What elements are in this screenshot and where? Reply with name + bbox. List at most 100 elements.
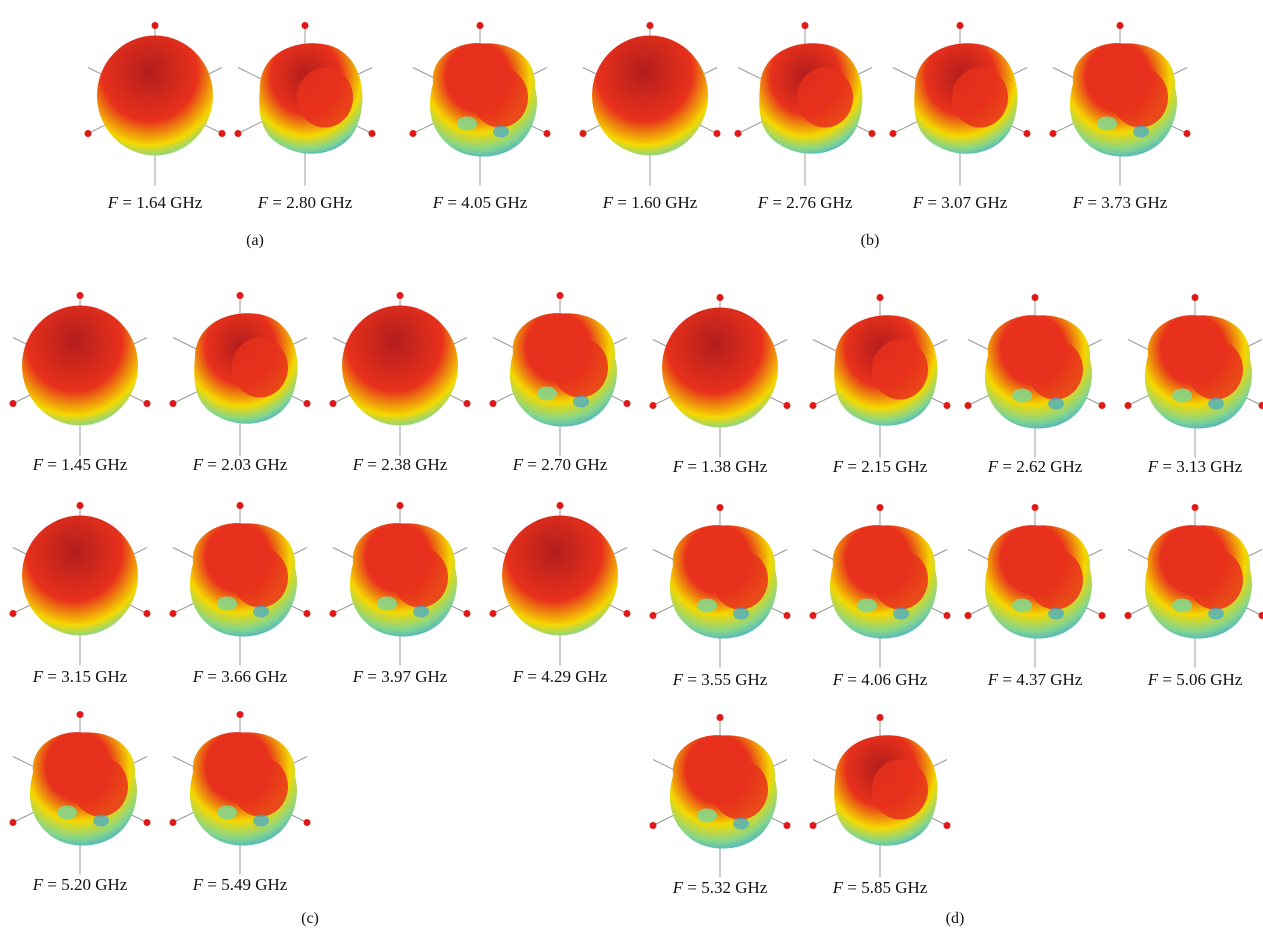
axis-arrow-marker — [1191, 294, 1199, 301]
side-lobe — [1187, 339, 1243, 400]
side-lobe — [1027, 339, 1083, 400]
frequency-caption: F = 4.06 GHz — [832, 670, 928, 689]
frequency-caption: F = 3.97 GHz — [352, 667, 448, 686]
radiation-lobe — [342, 305, 458, 426]
pattern-null — [377, 596, 397, 611]
pattern-cell: F = 5.20 GHz — [5, 697, 155, 917]
axis-arrow-marker — [236, 502, 244, 509]
axis-arrow-marker — [143, 400, 151, 407]
radiation-pattern-3d — [1124, 294, 1263, 458]
axis-arrow-marker — [868, 130, 876, 137]
pattern-cell: F = 2.03 GHz — [165, 278, 315, 498]
pattern-null — [697, 598, 717, 613]
pattern-cell: F = 1.45 GHz — [5, 278, 155, 498]
frequency-caption: F = 2.70 GHz — [512, 455, 608, 474]
radiation-pattern-3d — [964, 504, 1106, 668]
frequency-caption: F = 3.73 GHz — [1072, 193, 1168, 212]
frequency-caption: F = 1.38 GHz — [672, 457, 768, 476]
pattern-null — [1208, 607, 1224, 620]
frequency-caption: F = 3.13 GHz — [1147, 457, 1243, 476]
pattern-cell: F = 5.85 GHz — [805, 700, 955, 920]
radiation-pattern-3d — [489, 292, 631, 456]
pattern-cell: F = 4.05 GHz — [405, 8, 555, 228]
pattern-null — [1048, 607, 1064, 620]
frequency-caption: F = 3.55 GHz — [672, 670, 768, 689]
radiation-pattern-3d — [809, 714, 951, 878]
pattern-null — [253, 605, 269, 618]
axis-arrow-marker — [1049, 130, 1057, 137]
pattern-cell: F = 2.80 GHz — [230, 8, 380, 228]
pattern-null — [217, 596, 237, 611]
radiation-pattern-3d — [579, 22, 721, 186]
side-lobe — [392, 547, 448, 608]
pattern-null — [57, 805, 77, 820]
axis-arrow-marker — [964, 612, 972, 619]
side-lobe — [712, 759, 768, 820]
axis-arrow-marker — [716, 294, 724, 301]
frequency-caption: F = 3.15 GHz — [32, 667, 128, 686]
axis-arrow-marker — [649, 822, 657, 829]
axis-arrow-marker — [956, 22, 964, 29]
axis-arrow-marker — [1031, 504, 1039, 511]
pattern-null — [1172, 388, 1192, 403]
frequency-caption: F = 3.66 GHz — [192, 667, 288, 686]
pattern-null — [253, 814, 269, 827]
axis-arrow-marker — [9, 819, 17, 826]
axis-arrow-marker — [151, 22, 159, 29]
panel-label: (d) — [945, 910, 965, 927]
pattern-null — [93, 814, 109, 827]
frequency-caption: F = 5.06 GHz — [1147, 670, 1243, 689]
pattern-cell: F = 3.97 GHz — [325, 488, 475, 708]
radiation-pattern-3d — [409, 22, 551, 186]
pattern-cell: F = 4.37 GHz — [960, 490, 1110, 710]
axis-arrow-marker — [943, 402, 951, 409]
axis-arrow-marker — [143, 610, 151, 617]
radiation-lobe — [662, 307, 778, 428]
frequency-caption: F = 5.49 GHz — [192, 875, 288, 894]
axis-arrow-marker — [303, 819, 311, 826]
axis-arrow-marker — [396, 292, 404, 299]
axis-arrow-marker — [623, 610, 631, 617]
radiation-lobe — [97, 35, 213, 156]
axis-arrow-marker — [236, 711, 244, 718]
pattern-cell: F = 3.66 GHz — [165, 488, 315, 708]
axis-arrow-marker — [463, 610, 471, 617]
pattern-null — [493, 125, 509, 138]
frequency-caption: F = 1.64 GHz — [107, 193, 203, 212]
frequency-caption: F = 3.07 GHz — [912, 193, 1008, 212]
pattern-null — [413, 605, 429, 618]
radiation-pattern-3d — [169, 711, 311, 875]
frequency-caption: F = 5.32 GHz — [672, 878, 768, 897]
pattern-null — [537, 386, 557, 401]
radiation-pattern-3d — [809, 504, 951, 668]
pattern-cell: F = 5.32 GHz — [645, 700, 795, 920]
axis-arrow-marker — [169, 400, 177, 407]
pattern-cell: F = 2.15 GHz — [805, 280, 955, 500]
pattern-null — [1172, 598, 1192, 613]
pattern-null — [1012, 388, 1032, 403]
frequency-caption: F = 2.03 GHz — [192, 455, 288, 474]
axis-arrow-marker — [9, 610, 17, 617]
axis-arrow-marker — [1098, 612, 1106, 619]
side-lobe — [712, 549, 768, 610]
axis-arrow-marker — [409, 130, 417, 137]
frequency-caption: F = 4.05 GHz — [432, 193, 528, 212]
pattern-cell: F = 3.07 GHz — [885, 8, 1035, 228]
side-lobe — [952, 67, 1008, 128]
axis-arrow-marker — [783, 822, 791, 829]
axis-arrow-marker — [649, 402, 657, 409]
axis-arrow-marker — [1183, 130, 1191, 137]
radiation-pattern-3d — [889, 22, 1031, 186]
radiation-pattern-3d — [489, 502, 631, 666]
pattern-cell: F = 1.64 GHz — [80, 8, 230, 228]
axis-arrow-marker — [489, 400, 497, 407]
pattern-null — [697, 808, 717, 823]
axis-arrow-marker — [329, 610, 337, 617]
axis-arrow-marker — [716, 714, 724, 721]
side-lobe — [1112, 67, 1168, 128]
axis-arrow-marker — [9, 400, 17, 407]
pattern-cell: F = 2.38 GHz — [325, 278, 475, 498]
pattern-null — [217, 805, 237, 820]
pattern-cell: F = 5.06 GHz — [1120, 490, 1263, 710]
axis-arrow-marker — [301, 22, 309, 29]
